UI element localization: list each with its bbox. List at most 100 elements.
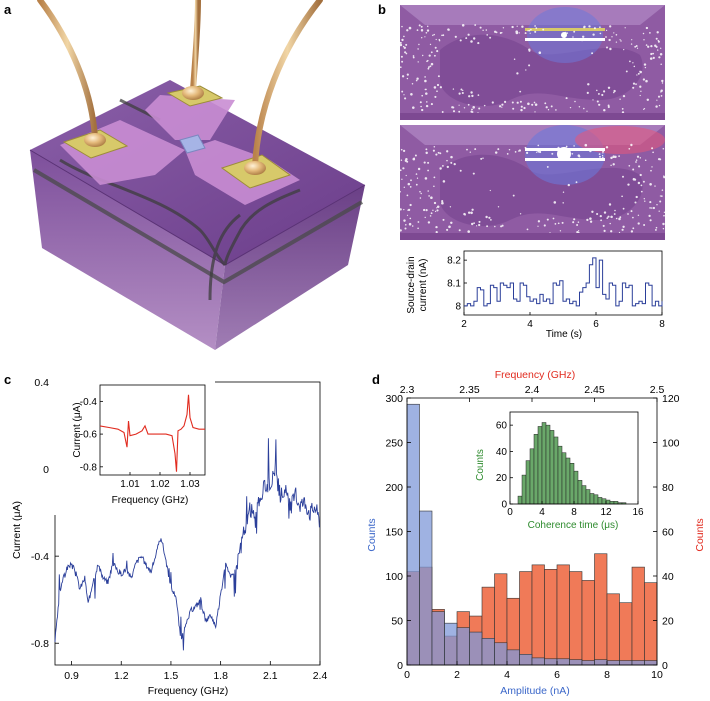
b-ylabel-line1: Source-drain bbox=[406, 256, 417, 313]
b-ylabel-line2: current (nA) bbox=[418, 259, 429, 312]
c-ytick-label: 0 bbox=[43, 464, 49, 476]
b-ytick-label: 8.1 bbox=[447, 279, 461, 290]
d-frequency-bar bbox=[581, 580, 595, 666]
c-xtick-label: 1.2 bbox=[114, 670, 129, 682]
b-xtick-label: 4 bbox=[527, 319, 533, 330]
tls-illustration-lower bbox=[400, 125, 665, 240]
current-vs-frequency-chart: 0.9 1.2 1.5 1.8 2.1 2.4 0.4 0 -0.4 -0.8 1.01 1.02 1.… bbox=[11, 377, 328, 697]
b-xtick-label: 8 bbox=[659, 319, 665, 330]
c-xtick-label: 1.8 bbox=[213, 670, 228, 682]
d-left-ytick-label: 50 bbox=[391, 616, 403, 628]
c-xtick-label: 2.4 bbox=[313, 670, 328, 682]
c-inset-xtick-label: 1.01 bbox=[120, 479, 140, 490]
c-ytick-label: -0.8 bbox=[31, 638, 49, 650]
d-top-xtick-label: 2.3 bbox=[400, 384, 415, 396]
d-inset-bar bbox=[521, 474, 527, 505]
d-frequency-bar bbox=[644, 582, 658, 666]
device-illustration bbox=[29, 0, 366, 350]
d-inset-xtick-label: 0 bbox=[507, 507, 513, 518]
d-inset-bar bbox=[581, 485, 587, 505]
d-amplitude-bar bbox=[606, 660, 620, 666]
c-ytick-label: -0.4 bbox=[31, 551, 49, 563]
panel-label-b: b bbox=[378, 2, 386, 17]
d-right-ytick-label: 0 bbox=[662, 660, 668, 672]
d-inset-xlabel: Coherence time (μs) bbox=[528, 520, 619, 531]
d-frequency-bar bbox=[531, 564, 545, 666]
d-amplitude-bar bbox=[569, 659, 583, 666]
d-inset-xtick-label: 16 bbox=[632, 507, 644, 518]
d-right-ytick-label: 20 bbox=[662, 616, 674, 628]
d-inset-bar bbox=[541, 422, 547, 505]
d-amplitude-bar bbox=[619, 660, 633, 666]
d-amplitude-bar bbox=[631, 660, 645, 666]
d-amplitude-bar bbox=[419, 510, 433, 666]
panel-label-a: a bbox=[4, 2, 12, 17]
d-left-ytick-label: 100 bbox=[385, 571, 403, 583]
d-xtick-label: 10 bbox=[651, 669, 663, 681]
d-top-xtick-label: 2.5 bbox=[650, 384, 665, 396]
d-inset-bar bbox=[585, 489, 591, 505]
b-xlabel: Time (s) bbox=[546, 329, 582, 340]
d-amplitude-bar bbox=[481, 637, 495, 666]
d-top-xlabel: Frequency (GHz) bbox=[495, 370, 576, 381]
d-amplitude-bar bbox=[469, 631, 483, 666]
d-top-xtick-label: 2.45 bbox=[584, 384, 605, 396]
d-inset-bar bbox=[589, 493, 595, 505]
d-inset-bar bbox=[593, 494, 599, 505]
c-inset-xtick-label: 1.02 bbox=[150, 479, 170, 490]
d-xtick-label: 6 bbox=[554, 669, 560, 681]
d-amplitude-bar bbox=[519, 654, 533, 666]
d-xtick-label: 4 bbox=[504, 669, 510, 681]
c-xtick-label: 1.5 bbox=[164, 670, 179, 682]
c-inset-background bbox=[50, 377, 215, 515]
c-ytick-label: 0.4 bbox=[34, 377, 49, 389]
d-inset-bar bbox=[573, 470, 579, 505]
d-inset-xtick-label: 12 bbox=[600, 507, 612, 518]
d-inset-bar bbox=[545, 424, 551, 505]
telegraph-noise-chart: Source-drain current (nA) Time (s) 2 4 6 8 8… bbox=[406, 250, 665, 340]
c-inset-ylabel: Current (μA) bbox=[72, 402, 83, 457]
d-amplitude-bar bbox=[544, 658, 558, 666]
d-inset-bar bbox=[577, 480, 583, 505]
d-frequency-bar bbox=[594, 553, 608, 666]
gold-pads bbox=[62, 85, 292, 189]
d-inset-ytick-label: 0 bbox=[501, 500, 507, 511]
d-inset-bar bbox=[533, 434, 539, 505]
b-xtick-label: 2 bbox=[461, 319, 467, 330]
c-inset-xtick-label: 1.03 bbox=[180, 479, 200, 490]
d-left-ytick-label: 300 bbox=[385, 393, 403, 405]
d-inset-bar bbox=[565, 457, 571, 505]
d-top-xtick-label: 2.4 bbox=[525, 384, 540, 396]
c-xtick-label: 2.1 bbox=[263, 670, 278, 682]
d-inset-ytick-label: 40 bbox=[496, 447, 508, 458]
d-xtick-label: 8 bbox=[604, 669, 610, 681]
d-amplitude-bar bbox=[406, 403, 420, 666]
d-inset-ytick-label: 60 bbox=[496, 421, 508, 432]
d-xtick-label: 2 bbox=[454, 669, 460, 681]
d-amplitude-bar bbox=[594, 659, 608, 666]
d-left-ylabel: Counts bbox=[366, 518, 378, 551]
d-right-ylabel: Counts bbox=[694, 518, 706, 551]
d-inset-bar bbox=[601, 498, 607, 505]
d-inset-bar bbox=[517, 495, 523, 505]
d-inset-ylabel: Counts bbox=[475, 449, 486, 481]
panel-label-c: c bbox=[4, 372, 12, 387]
d-amplitude-bar bbox=[644, 660, 658, 666]
d-frequency-bar bbox=[544, 569, 558, 666]
b-series-line bbox=[464, 257, 663, 307]
d-left-ytick-label: 250 bbox=[385, 438, 403, 450]
d-inset-bar bbox=[529, 448, 535, 505]
d-frequency-bar bbox=[619, 602, 633, 666]
d-inset-bar bbox=[553, 436, 559, 505]
d-xtick-label: 0 bbox=[404, 669, 410, 681]
d-amplitude-bar bbox=[581, 660, 595, 666]
d-inset-xtick-label: 4 bbox=[539, 507, 545, 518]
panel-label-d: d bbox=[372, 372, 380, 387]
d-frequency-bar bbox=[631, 566, 645, 666]
d-frequency-bar bbox=[556, 564, 570, 666]
d-inset-ytick-label: 20 bbox=[496, 473, 508, 484]
d-amplitude-bar bbox=[494, 642, 508, 666]
d-inset-xtick-label: 8 bbox=[571, 507, 577, 518]
d-amplitude-bar bbox=[556, 658, 570, 666]
d-amplitude-bar bbox=[531, 657, 545, 666]
